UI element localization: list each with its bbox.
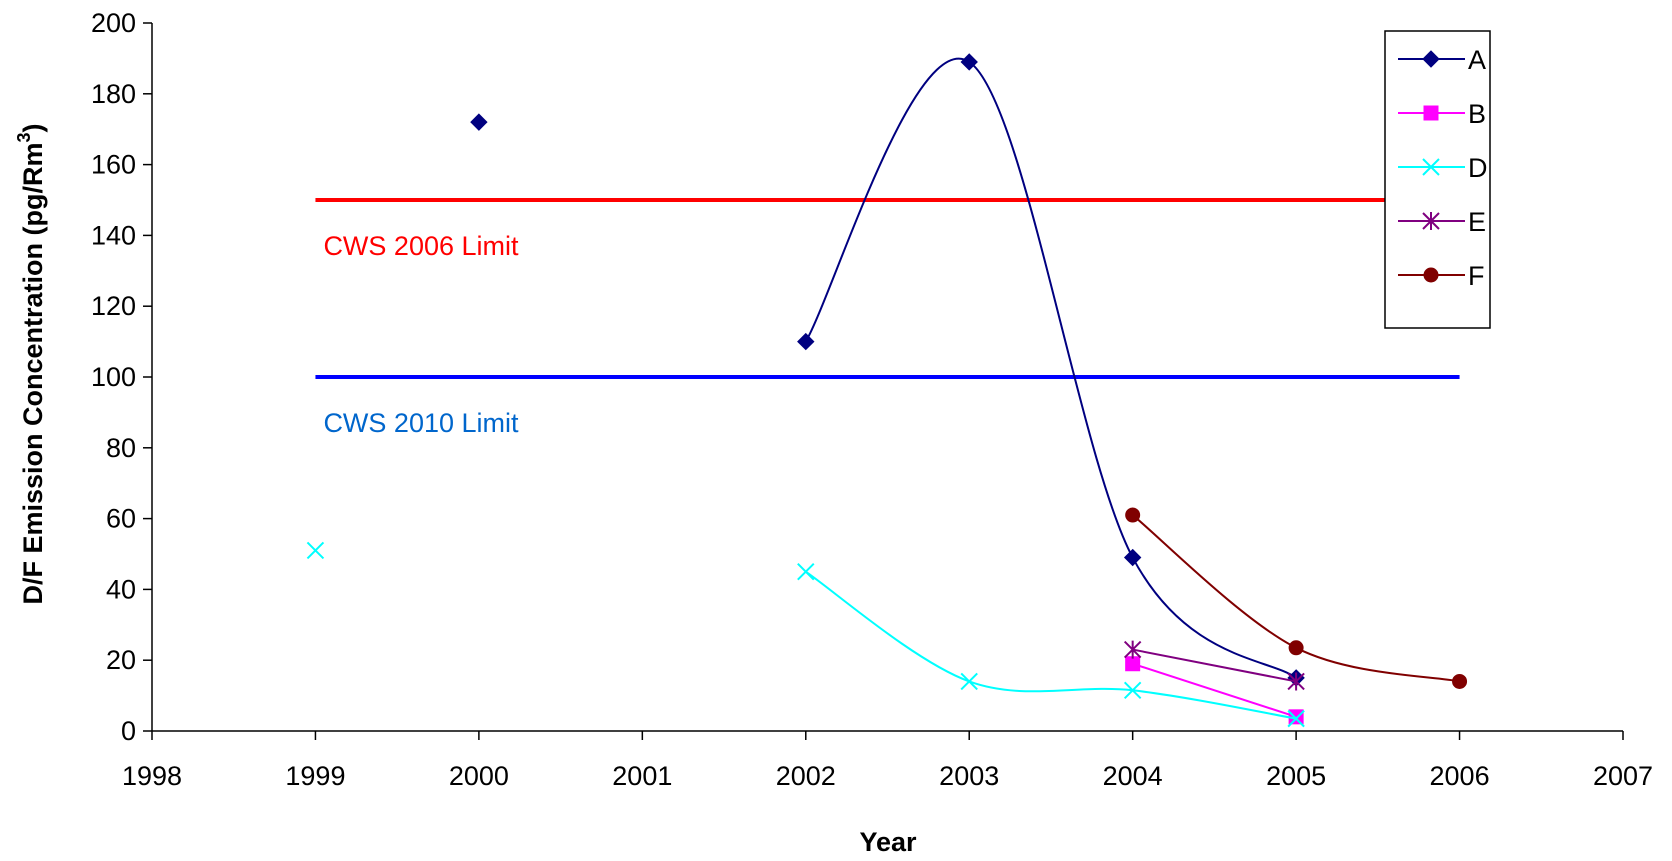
- data-point: [960, 53, 978, 71]
- data-point: [960, 672, 978, 691]
- legend-item-A: A: [1398, 45, 1486, 75]
- reference-line-label: CWS 2010 Limit: [323, 408, 519, 438]
- series-E: [1123, 640, 1305, 691]
- data-point: [797, 332, 815, 351]
- y-tick-label: 60: [106, 504, 136, 534]
- data-point: [1287, 672, 1305, 691]
- x-tick-label: 2005: [1266, 761, 1326, 791]
- y-tick-label: 180: [91, 79, 136, 109]
- reference-lines: CWS 2006 Limit CWS 2010 Limit: [315, 198, 1460, 438]
- x-tick-label: 2004: [1103, 761, 1163, 791]
- legend-item-F: F: [1398, 261, 1485, 291]
- series-line: [804, 57, 1297, 679]
- series-B: [1125, 656, 1304, 725]
- series-D: [306, 541, 1305, 728]
- y-tick-label: 140: [91, 220, 136, 250]
- y-axis-title-superscript: 3: [14, 132, 34, 142]
- data-point: [1123, 548, 1142, 567]
- x-tick-label: 2002: [776, 761, 836, 791]
- data-point: [1125, 656, 1141, 672]
- legend-item-E: E: [1398, 207, 1486, 237]
- data-point: [1452, 673, 1468, 689]
- data-point: [797, 562, 815, 581]
- x-tick-label: 2007: [1593, 761, 1653, 791]
- series-line: [1132, 662, 1297, 718]
- x-tick-label: 2000: [449, 761, 509, 791]
- legend-item-B: B: [1398, 99, 1486, 129]
- y-tick-label: 80: [106, 433, 136, 463]
- data-point: [1288, 640, 1304, 656]
- legend-label: B: [1468, 99, 1486, 129]
- y-tick-label: 160: [91, 150, 136, 180]
- x-tick-label: 1998: [122, 761, 182, 791]
- data-point: [470, 113, 488, 131]
- data-point: [1123, 681, 1142, 699]
- data-point: [1422, 212, 1440, 230]
- x-tick-label: 2001: [612, 761, 672, 791]
- y-axis-title-close: ): [18, 123, 48, 132]
- x-axis-title: Year: [859, 827, 917, 857]
- data-point: [1123, 640, 1142, 659]
- x-tick-label: 2003: [939, 761, 999, 791]
- series-line: [805, 570, 1297, 720]
- y-tick-label: 200: [91, 8, 136, 38]
- data-point: [1423, 267, 1439, 283]
- x-tick-label: 1999: [285, 761, 345, 791]
- series-line: [1132, 514, 1460, 683]
- series-layer: [306, 53, 1468, 728]
- data-point: [306, 541, 325, 560]
- legend-label: D: [1468, 153, 1488, 183]
- legend-label: E: [1468, 207, 1486, 237]
- reference-line-label: CWS 2006 Limit: [323, 231, 519, 261]
- y-axis-title-main: D/F Emission Concentration (pg/Rm: [18, 142, 48, 604]
- series-line: [1132, 648, 1297, 683]
- axes: 0 20 40 60 80 100 120 140 160 180 200 1998 1999 2000 2…: [91, 8, 1653, 791]
- data-point: [1287, 709, 1305, 728]
- data-point: [1422, 50, 1440, 68]
- legend-label: F: [1468, 261, 1485, 291]
- data-point: [1125, 507, 1141, 523]
- y-tick-label: 100: [91, 362, 136, 392]
- series-F: [1125, 507, 1468, 689]
- y-tick-label: 40: [106, 574, 136, 604]
- y-axis-title: D/F Emission Concentration (pg/Rm3): [14, 123, 48, 604]
- y-tick-label: 0: [121, 716, 136, 746]
- y-tick-label: 20: [106, 645, 136, 675]
- data-point: [1422, 158, 1440, 176]
- legend-item-D: D: [1398, 153, 1488, 183]
- x-tick-label: 2006: [1430, 761, 1490, 791]
- legend-label: A: [1468, 45, 1486, 75]
- y-tick-label: 120: [91, 291, 136, 321]
- series-A: [470, 53, 1305, 687]
- data-point: [1423, 105, 1439, 121]
